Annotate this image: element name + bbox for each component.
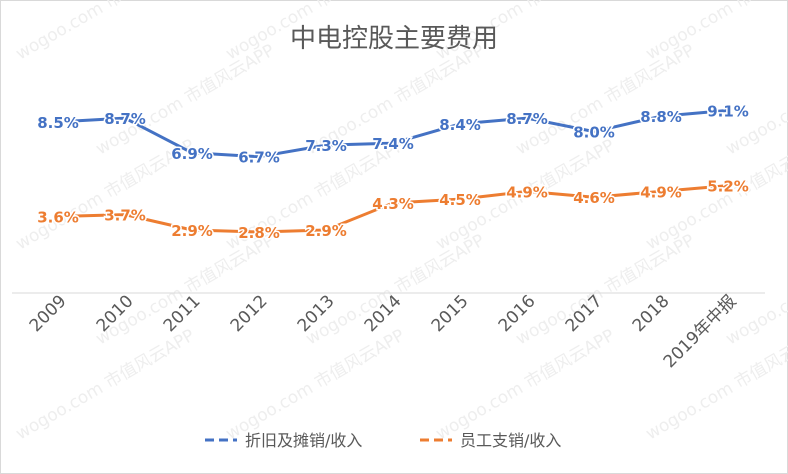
data-label: 7.4% — [372, 135, 414, 153]
data-label: 9.1% — [707, 102, 749, 120]
legend-label: 员工支销/收入 — [460, 431, 561, 450]
data-label: 5.2% — [707, 178, 749, 196]
data-label: 8.4% — [439, 116, 481, 134]
data-label: 2.9% — [305, 222, 347, 240]
data-label: 6.9% — [171, 145, 213, 163]
data-label: 4.6% — [573, 189, 615, 207]
data-label: 6.7% — [238, 149, 280, 167]
data-label: 8.8% — [640, 108, 682, 126]
data-label: 2.8% — [238, 224, 280, 242]
data-label: 3.6% — [37, 209, 79, 227]
data-label: 4.9% — [640, 183, 682, 201]
data-label: 8.0% — [573, 124, 615, 142]
data-label: 4.9% — [506, 183, 548, 201]
legend-label: 折旧及摊销/收入 — [245, 431, 362, 450]
data-label: 4.3% — [372, 195, 414, 213]
chart-title: 中电控股主要费用 — [290, 24, 498, 54]
data-label: 8.7% — [104, 110, 146, 128]
data-label: 2.9% — [171, 222, 213, 240]
data-label: 7.3% — [305, 137, 347, 155]
data-label: 4.5% — [439, 191, 481, 209]
data-label: 8.5% — [37, 114, 79, 132]
data-label: 8.7% — [506, 110, 548, 128]
data-label: 3.7% — [104, 207, 146, 225]
